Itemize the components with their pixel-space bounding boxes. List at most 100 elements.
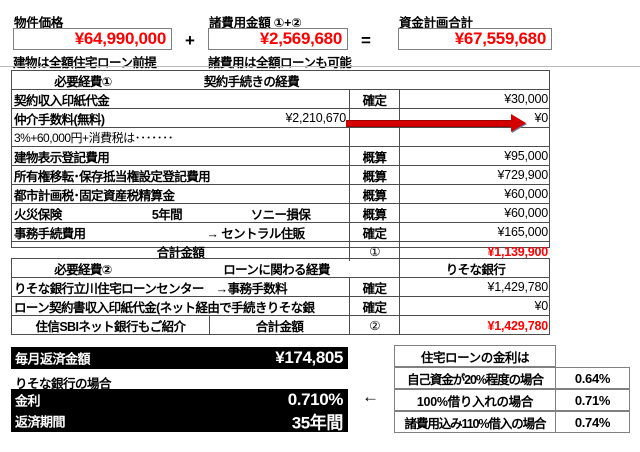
row-amount: ¥1,429,780 [399,278,551,296]
row-name: ローン契約書収入印紙代金(ネット経由で手続きりそな銀 [14,300,315,315]
fees-total-box: ¥2,569,680 [208,28,348,50]
row-status: 概算 [349,204,399,222]
row-amount: ¥0 [399,109,551,127]
row-amount: ¥165,000 [399,223,551,241]
rate-row-value: 0.64% [556,367,630,389]
row-provider: → セントラル住販 [206,226,305,241]
row-amount [399,128,551,146]
rate-row: 自己資金が20%程度の場合 0.64% [394,367,630,389]
rate-row-label: 諸費用込み110%借入の場合 [394,411,556,433]
table1-header-col3 [349,71,399,89]
bank-note: りそな銀行の場合 [15,377,112,391]
grand-total-label: 資金計画合計 [399,16,473,30]
table-row: 都市計画税･固定資産税精算金 概算 ¥60,000 [12,185,549,204]
table-row: 仲介手数料(無料) ¥2,210,670 ¥0 [12,109,551,132]
table-row: 事務手続費用 → セントラル住販 確定 ¥165,000 [12,223,549,242]
row-name: 仲介手数料(無料) [14,112,105,127]
monthly-payment-value: ¥174,805 [275,348,343,367]
interest-rate-value: 0.710% [287,389,344,409]
rate-row-label: 100%借り入れの場合 [394,389,556,411]
row-amount: ¥0 [399,297,551,315]
table1-header-col2: 契約手続きの経費 [203,74,300,89]
row-name: 火災保険 [14,207,62,222]
repayment-term-value: 35年間 [291,413,344,433]
row-amount: ¥60,000 [399,185,551,203]
repayment-term-bar: 返済期間 35年間 [11,410,348,433]
table1-total-label: 合計金額 [156,246,205,260]
property-price-label: 物件価格 [14,16,64,30]
table-row: 契約収入印紙代金 確定 ¥30,000 [12,90,549,109]
rate-row-value: 0.74% [556,411,630,433]
loan-rate-table: 住宅ローンの金利は 自己資金が20%程度の場合 0.64% 100%借り入れの場… [394,345,630,433]
rate-row: 諸費用込み110%借入の場合 0.74% [394,411,630,433]
rate-row-label: 自己資金が20%程度の場合 [394,367,556,389]
table2-total-mark: ② [349,316,399,335]
table2-total-amount: ¥1,429,780 [399,316,551,335]
table2-total-label: 合計金額 [209,316,349,335]
row-name: 3%+60,000円+消費税は･･･････ [14,130,174,145]
table1-header-row: 必要経費① 契約手続きの経費 [12,71,549,90]
table2-header-row: 必要経費② ローンに関わる経費 りそな銀行 [12,259,549,278]
table-row: 火災保険 5年間 ソニー損保 概算 ¥60,000 [12,204,549,223]
row-term: 5年間 [151,207,183,222]
property-price-note: 建物は全額住宅ローン前提 [13,56,157,70]
row-amount: ¥60,000 [399,204,551,222]
table1-header-col4 [399,71,551,89]
table2-total-row: 住信SBIネット銀行もご紹介 合計金額 ② ¥1,429,780 [12,316,549,335]
table1-total-mark: ① [349,242,399,261]
repayment-term-label: 返済期間 [15,414,66,430]
table1-total-amount: ¥1,139,900 [399,242,551,261]
row-amount: ¥30,000 [399,90,551,108]
fee-waived-arrow [346,114,526,132]
fees-total-note: 諸費用は全額ローンも可能 [208,56,352,70]
property-price-box: ¥64,990,000 [13,28,172,50]
table-row: 3%+60,000円+消費税は･･･････ [12,128,549,147]
left-arrow-icon: ← [362,387,379,406]
table2-header-col2: ローンに関わる経費 [223,262,330,277]
table1-header-col1: 必要経費① [54,74,112,89]
row-name: 契約収入印紙代金 [14,93,110,108]
row-status: 確定 [349,278,399,296]
row-name: 所有権移転･保存抵当権設定登記費用 [14,169,211,184]
rate-row: 100%借り入れの場合 0.71% [394,389,630,411]
row-status: 確定 [349,223,399,241]
table2-header-col1: 必要経費② [54,262,112,277]
row-original-amount: ¥2,210,670 [285,111,346,125]
row-amount: ¥95,000 [399,147,551,165]
row-status: 確定 [349,90,399,108]
expenses-table-2: 必要経費② ローンに関わる経費 りそな銀行 りそな銀行立川住宅ローンセンター →… [11,258,550,335]
table-row: 所有権移転･保存抵当権設定登記費用 概算 ¥729,900 [12,166,549,185]
rate-title-row: 住宅ローンの金利は [394,345,630,367]
row-name: りそな銀行立川住宅ローンセンター →事務手数料 [14,281,288,296]
row-status: 概算 [349,185,399,203]
row-status [349,128,399,146]
table2-total-note: 住信SBIネット銀行もご紹介 [35,320,187,334]
monthly-payment-label: 毎月返済金額 [15,351,91,367]
interest-rate-bar: 金利 0.710% [11,389,348,410]
monthly-payment-bar: 毎月返済金額 ¥174,805 [11,347,348,369]
equals-operator: = [361,31,371,50]
table1-total-row: 合計金額 ① ¥1,139,900 [12,242,549,261]
expenses-table-1: 必要経費① 契約手続きの経費 契約収入印紙代金 確定 ¥30,000 仲介手数料… [11,70,551,261]
row-status: 確定 [349,297,399,315]
grand-total-box: ¥67,559,680 [398,28,552,50]
interest-rate-label: 金利 [15,393,41,408]
rate-table-title: 住宅ローンの金利は [394,345,556,367]
divider-line [0,66,640,67]
row-name: 建物表示登記費用 [14,150,110,165]
row-status: 概算 [349,166,399,184]
row-amount: ¥729,900 [399,166,551,184]
table-row: 建物表示登記費用 概算 ¥95,000 [12,147,549,166]
rate-title-blank [556,345,630,367]
table-row: りそな銀行立川住宅ローンセンター →事務手数料 確定 ¥1,429,780 [12,278,549,297]
row-status: 概算 [349,147,399,165]
fees-total-label: 諸費用金額 ①+② [209,16,302,30]
row-provider: ソニー損保 [250,207,311,222]
row-status [349,109,399,127]
row-name: 都市計画税･固定資産税精算金 [14,188,175,203]
rate-row-value: 0.71% [556,389,630,411]
table-row: ローン契約書収入印紙代金(ネット経由で手続きりそな銀 確定 ¥0 [12,297,549,316]
table2-header-col3: りそな銀行 [399,259,551,277]
plus-operator: + [185,31,195,50]
row-name: 事務手続費用 [14,226,86,241]
